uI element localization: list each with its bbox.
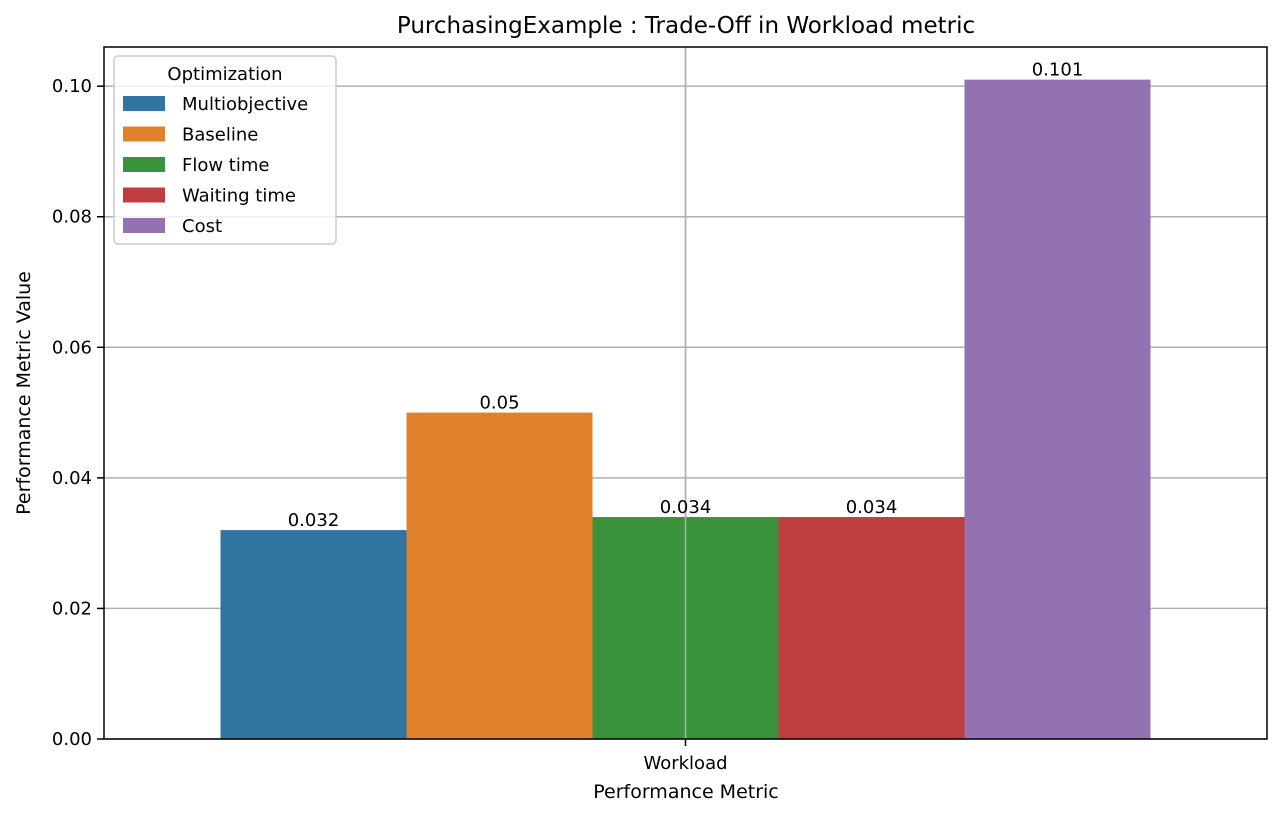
bar-multiobjective — [220, 530, 407, 739]
legend: Optimization Multiobjective Baseline Flow t… — [113, 55, 337, 245]
y-axis-label: Performance Metric Value — [13, 271, 35, 515]
bar-baseline — [406, 412, 593, 739]
bar-cost — [964, 79, 1151, 740]
axes: 0.00 0.02 0.04 0.06 0.08 0.10 Workload — [52, 46, 1268, 774]
data-label-multiobjective: 0.032 — [288, 510, 340, 531]
x-axis-label: Performance Metric — [593, 781, 779, 803]
legend-title: Optimization — [167, 64, 282, 85]
bar-group — [220, 47, 1151, 740]
y-tick-label: 0.04 — [52, 468, 92, 489]
legend-entry-cost: Cost — [182, 216, 222, 237]
legend-swatch-flow-time — [123, 157, 165, 172]
bar-waiting-time — [778, 517, 965, 739]
data-label-flow-time: 0.034 — [660, 497, 712, 518]
legend-entry-multiobjective: Multiobjective — [182, 94, 308, 115]
data-label-baseline: 0.05 — [479, 393, 519, 414]
legend-box — [113, 55, 337, 245]
y-tick-label: 0.02 — [52, 598, 92, 619]
data-label-cost: 0.101 — [1032, 60, 1084, 81]
legend-entry-waiting-time: Waiting time — [182, 186, 296, 207]
data-label-waiting-time: 0.034 — [846, 497, 898, 518]
legend-entry-flow-time: Flow time — [182, 155, 269, 176]
y-tick-label: 0.08 — [52, 207, 92, 228]
chart-title: PurchasingExample : Trade-Off in Workloa… — [397, 13, 975, 39]
data-labels: 0.032 0.05 0.034 0.034 0.101 — [288, 60, 1084, 531]
legend-swatch-multiobjective — [123, 96, 165, 111]
legend-swatch-cost — [123, 218, 165, 233]
y-tick-label: 0.06 — [52, 337, 92, 358]
y-tick-label: 0.00 — [52, 729, 92, 750]
y-tick-label: 0.10 — [52, 76, 92, 97]
x-tick-label: Workload — [643, 753, 727, 774]
legend-entry-baseline: Baseline — [182, 125, 258, 146]
legend-swatch-baseline — [123, 126, 165, 142]
legend-swatch-waiting-time — [123, 187, 165, 203]
